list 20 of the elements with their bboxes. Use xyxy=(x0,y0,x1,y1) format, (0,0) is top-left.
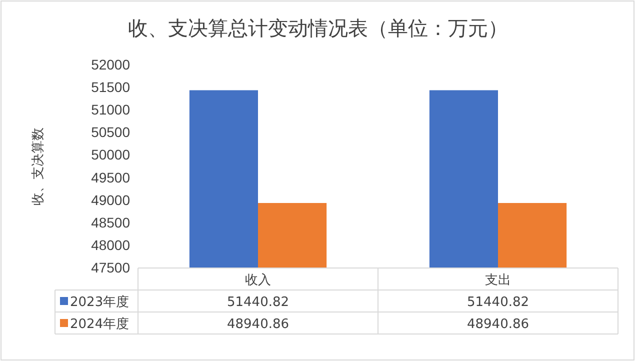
data-label: 51440.82 xyxy=(226,295,290,310)
y-tick-label: 49500 xyxy=(91,169,130,186)
y-tick-label: 50500 xyxy=(91,124,130,140)
x-tick-label: 支出 xyxy=(485,273,511,288)
data-label: 51440.82 xyxy=(466,295,530,310)
legend-label: 2023年度 xyxy=(70,294,130,310)
y-tick-label: 48500 xyxy=(91,214,130,230)
y-tick-label: 52000 xyxy=(91,56,130,72)
legend-label: 2024年度 xyxy=(70,316,130,332)
y-tick-label: 51000 xyxy=(91,102,130,118)
y-tick-label: 47500 xyxy=(91,259,130,276)
data-label: 48940.86 xyxy=(226,317,290,332)
y-axis-title: 收、支决算数 xyxy=(31,128,46,206)
chart-title: 收、支决算总计变动情况表（单位：万元） xyxy=(128,16,508,40)
x-tick-label: 收入 xyxy=(245,273,271,288)
y-tick-label: 50000 xyxy=(91,146,130,163)
y-tick-label: 48000 xyxy=(91,236,130,253)
y-tick-label: 51500 xyxy=(91,79,130,96)
y-tick-label: 49000 xyxy=(91,192,130,208)
data-label: 48940.86 xyxy=(466,317,530,332)
